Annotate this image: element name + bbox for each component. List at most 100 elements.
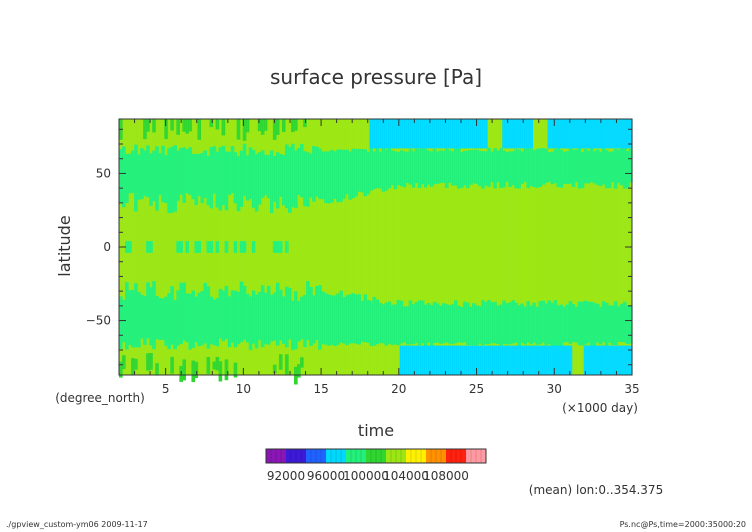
heatmap-cell [502,119,506,149]
heatmap-cell [562,151,567,184]
heatmap-cell [179,241,183,253]
heatmap-cell [194,361,199,378]
heatmap-cell [529,345,534,375]
heatmap-cell [245,155,250,201]
heatmap-cell [538,301,543,345]
heatmap-cell [348,151,352,200]
heatmap-cell [592,119,597,149]
heatmap-cell [411,345,416,375]
heatmap-cell [466,345,470,375]
heatmap-cell [152,119,156,133]
heatmap-cell [360,149,365,193]
heatmap-cell [218,288,223,339]
y-axis-unit: (degree_north) [55,391,145,405]
colorbar-swatch [346,449,367,463]
heatmap-cell [447,119,452,149]
heatmap-cell [399,300,404,344]
heatmap-cell [134,144,138,212]
heatmap-cell [484,301,488,345]
heatmap-cell [182,147,186,203]
heatmap-cell [456,345,461,375]
heatmap-cell [275,119,280,135]
heatmap-cell [281,154,286,206]
heatmap-cell [143,295,147,345]
heatmap-cell [351,148,355,199]
heatmap-cell [215,119,220,130]
heatmap-cell [396,119,401,149]
heatmap-cell [303,119,307,128]
heatmap-cell [478,119,482,149]
heatmap-cell [553,149,558,184]
heatmap-cell [411,119,416,149]
heatmap-cell [523,148,527,182]
heatmap-cell [420,119,425,149]
heatmap-cell [459,151,464,188]
heatmap-cell [490,302,494,344]
heatmap-cell [194,153,199,206]
heatmap-cell [185,119,190,134]
heatmap-cell [297,301,301,342]
heatmap-cell [565,345,570,375]
heatmap-cell [520,303,524,344]
heatmap-cell [405,345,410,375]
heatmap-cell [170,119,174,131]
heatmap-cell [484,151,488,186]
heatmap-cell [604,345,609,375]
heatmap-cell [297,147,301,195]
heatmap-cell [140,148,144,200]
heatmap-cell [466,119,470,149]
heatmap-cell [321,151,325,200]
heatmap-cell [469,345,473,375]
heatmap-cell [396,299,401,346]
heatmap-cell [583,345,588,375]
heatmap-cell [185,149,190,194]
heatmap-cell [532,345,537,375]
heatmap-cell [242,119,247,141]
heatmap-cell [236,119,241,140]
heatmap-cell [245,293,250,343]
heatmap-cell [607,119,612,149]
heatmap-cell [146,145,150,198]
heatmap-cell [272,241,277,253]
heatmap-cell [191,153,196,200]
heatmap-cell [263,119,268,131]
heatmap-cell [161,145,165,203]
heatmap-cell [215,298,220,347]
heatmap-cell [514,119,518,149]
heatmap-cell [628,119,633,149]
heatmap-cell [550,119,555,149]
heatmap-cell [550,151,555,185]
heatmap-cell [300,296,304,340]
heatmap-cell [191,360,196,383]
heatmap-cell [583,149,588,184]
heatmap-cell [447,345,452,375]
heatmap-cell [351,293,355,344]
colorbar-tick-label: 104000 [383,469,429,483]
heatmap-cell [562,306,567,343]
heatmap-cell [589,119,594,149]
heatmap-cell [456,305,461,343]
heatmap-cell [209,296,214,345]
heatmap-cell [402,306,407,343]
heatmap-cell [553,119,558,149]
heatmap-cell [432,148,437,185]
heatmap-cell [577,148,582,189]
heatmap-cell [568,345,573,375]
heatmap-cell [478,345,482,375]
heatmap-cell [517,149,521,189]
heatmap-cell [622,301,627,343]
heatmap-cell [182,282,186,341]
heatmap-cell [128,153,132,194]
heatmap-cell [333,295,337,346]
heatmap-cell [236,291,241,345]
heatmap-cell [586,301,591,343]
heatmap-cell [387,301,392,344]
heatmap-cell [601,148,606,185]
heatmap-plot [118,119,633,385]
heatmap-cell [520,119,524,149]
heatmap-cell [616,345,621,375]
heatmap-cell [185,241,190,253]
heatmap-cell [589,345,594,375]
heatmap-cell [173,300,177,350]
heatmap-cell [628,345,633,375]
